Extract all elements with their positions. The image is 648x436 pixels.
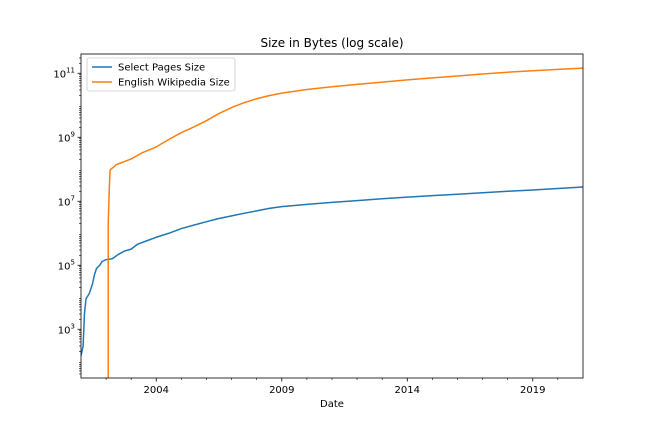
y-tick-label: 103	[58, 322, 75, 336]
x-tick-label: 2019	[520, 385, 545, 396]
legend-label: English Wikipedia Size	[118, 78, 230, 89]
y-tick-label: 105	[58, 258, 75, 272]
plot-area	[81, 67, 583, 378]
series-line-select-pages-size	[81, 186, 583, 356]
legend-box	[86, 57, 236, 92]
x-tick-label: 2009	[269, 385, 294, 396]
legend-label: Select Pages Size	[118, 63, 205, 74]
legend: Select Pages Size English Wikipedia Size	[86, 57, 236, 92]
y-tick-label: 1011	[53, 66, 75, 80]
series-line-english-wikipedia-size	[107, 67, 583, 378]
x-tick-label: 2004	[144, 385, 169, 396]
y-tick-label: 107	[58, 194, 75, 208]
axes: 2004 2009 2014 2019 103 105 107 109 1011	[53, 53, 584, 396]
y-tick-label: 109	[58, 130, 75, 144]
x-axis-label: Date	[320, 399, 344, 410]
x-tick-label: 2014	[395, 385, 420, 396]
chart-title: Size in Bytes (log scale)	[260, 36, 403, 50]
